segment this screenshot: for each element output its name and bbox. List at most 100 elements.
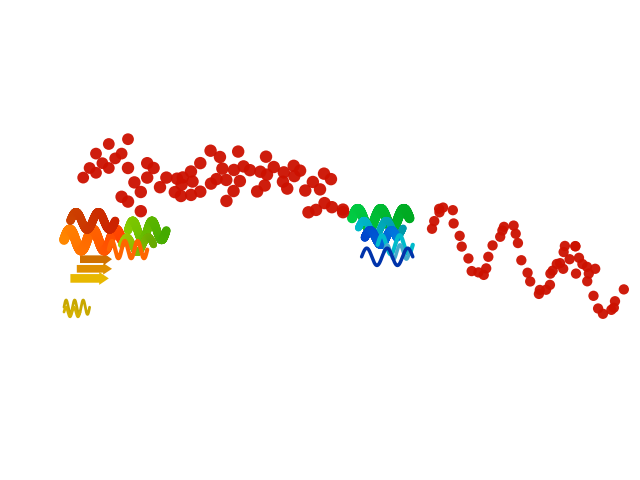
Point — [228, 187, 239, 195]
Point — [289, 162, 299, 169]
Point — [571, 270, 581, 277]
Point — [610, 298, 620, 305]
Point — [495, 233, 506, 240]
Point — [161, 174, 172, 181]
Point — [142, 174, 152, 181]
Point — [221, 197, 232, 205]
Point — [525, 277, 535, 285]
Point — [545, 270, 556, 277]
Point — [552, 260, 562, 268]
Point — [91, 169, 101, 177]
Point — [239, 163, 249, 170]
Point — [205, 147, 216, 155]
Point — [545, 281, 555, 288]
Point — [606, 306, 616, 313]
Point — [206, 180, 216, 188]
Point — [319, 199, 330, 207]
Point — [78, 174, 88, 181]
Point — [221, 176, 232, 184]
Point — [584, 270, 594, 277]
Point — [176, 192, 186, 200]
Point — [619, 286, 629, 293]
Point — [295, 167, 305, 175]
Point — [110, 155, 120, 162]
Point — [483, 253, 493, 261]
Point — [559, 248, 569, 256]
Point — [129, 179, 140, 186]
Point — [178, 174, 188, 181]
Point — [229, 166, 239, 174]
Point — [434, 205, 444, 213]
Point — [448, 206, 458, 214]
Point — [308, 178, 318, 186]
Point — [509, 222, 519, 229]
Point — [513, 239, 523, 247]
Point — [255, 168, 266, 176]
Point — [609, 304, 619, 312]
Point — [429, 217, 440, 225]
Point — [516, 256, 527, 264]
Point — [315, 186, 325, 193]
Point — [269, 163, 279, 171]
Point — [463, 254, 474, 262]
Point — [211, 175, 221, 183]
Point — [195, 159, 205, 167]
Point — [438, 204, 448, 211]
Point — [593, 305, 604, 312]
Point — [142, 159, 152, 167]
Point — [186, 191, 196, 199]
Point — [534, 286, 545, 294]
Point — [449, 220, 459, 228]
Point — [311, 206, 321, 214]
Point — [188, 178, 198, 185]
FancyArrow shape — [77, 263, 112, 275]
Point — [84, 164, 95, 172]
Point — [570, 242, 580, 250]
Point — [300, 187, 310, 194]
Point — [155, 183, 165, 191]
Point — [467, 267, 477, 275]
Point — [338, 206, 348, 214]
Point — [327, 204, 337, 211]
Point — [116, 150, 127, 157]
Point — [245, 167, 255, 174]
Point — [233, 148, 243, 156]
Point — [488, 241, 498, 249]
Point — [260, 181, 270, 189]
Point — [454, 232, 465, 240]
Point — [590, 265, 600, 273]
Point — [555, 259, 565, 267]
Point — [564, 255, 575, 263]
Point — [215, 153, 225, 161]
Point — [598, 310, 608, 318]
Point — [577, 260, 588, 268]
Point — [123, 164, 133, 172]
Point — [123, 135, 133, 143]
Point — [278, 178, 288, 185]
Point — [511, 230, 521, 238]
Point — [97, 159, 108, 167]
Point — [427, 225, 437, 233]
Point — [104, 164, 114, 172]
FancyArrow shape — [70, 272, 109, 285]
Point — [123, 198, 133, 205]
Point — [534, 290, 544, 298]
Point — [541, 286, 551, 294]
Point — [282, 185, 292, 192]
Point — [338, 208, 348, 216]
Point — [186, 168, 196, 175]
Point — [558, 265, 568, 273]
Point — [91, 150, 101, 157]
Point — [116, 193, 127, 201]
Point — [497, 227, 508, 234]
Point — [582, 277, 593, 285]
Point — [574, 254, 584, 262]
Point — [278, 168, 289, 176]
Point — [170, 188, 180, 196]
FancyArrow shape — [80, 253, 112, 265]
Point — [326, 175, 336, 183]
Point — [289, 172, 300, 180]
Point — [474, 268, 484, 276]
Point — [481, 264, 492, 272]
Point — [435, 208, 445, 216]
